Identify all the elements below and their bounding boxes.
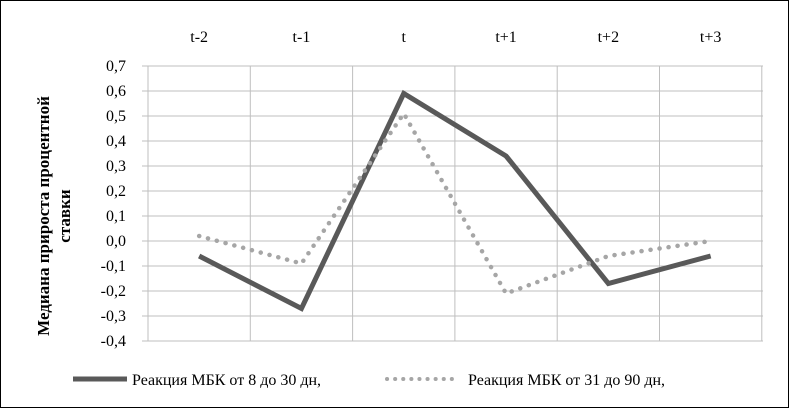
x-tick-label: t+2	[598, 29, 619, 46]
legend-label-1: Реакция МБК от 8 до 30 дн,	[132, 372, 321, 389]
y-tick-label: 0,1	[106, 208, 126, 225]
y-tick-label: 0,4	[106, 133, 126, 150]
y-tick-label: 0,6	[106, 83, 126, 100]
x-tick-label: t-1	[293, 29, 311, 46]
x-tick-label: t+1	[495, 29, 516, 46]
y-tick-label: -0,2	[101, 283, 126, 300]
y-tick-label: -0,4	[101, 333, 126, 350]
y-axis-label-line: Медиана прироста процентной	[34, 96, 53, 336]
y-tick-label: 0,2	[106, 183, 126, 200]
x-tick-labels: t-2 t-1 t t+1 t+2 t+3	[190, 29, 721, 46]
legend-label-2: Реакция МБК от 31 до 90 дн,	[468, 372, 665, 389]
y-axis-label: Медиана прироста процентной ставки	[34, 96, 74, 336]
y-tick-label: -0,3	[101, 308, 126, 325]
y-tick-label: 0,5	[106, 108, 126, 125]
legend: Реакция МБК от 8 до 30 дн, Реакция МБК от…	[73, 372, 665, 389]
x-tick-label: t-2	[190, 29, 208, 46]
y-tick-labels: 0,7 0,6 0,5 0,4 0,3 0,2 0,1 0,0 -0,1 -0,2 -0,3 -0,4	[101, 58, 126, 350]
y-axis-label-line: ставки	[55, 189, 74, 243]
series-line-1	[198, 89, 712, 312]
x-tick-label: t+3	[700, 29, 721, 46]
y-tick-label: 0,3	[106, 158, 126, 175]
x-tick-label: t	[402, 29, 407, 46]
y-tick-label: 0,0	[106, 233, 126, 250]
y-tick-label: 0,7	[106, 58, 126, 75]
series-lines	[196, 89, 713, 312]
grid-lines	[142, 65, 763, 342]
y-tick-label: -0,1	[101, 258, 126, 275]
series-line-2	[196, 109, 713, 297]
